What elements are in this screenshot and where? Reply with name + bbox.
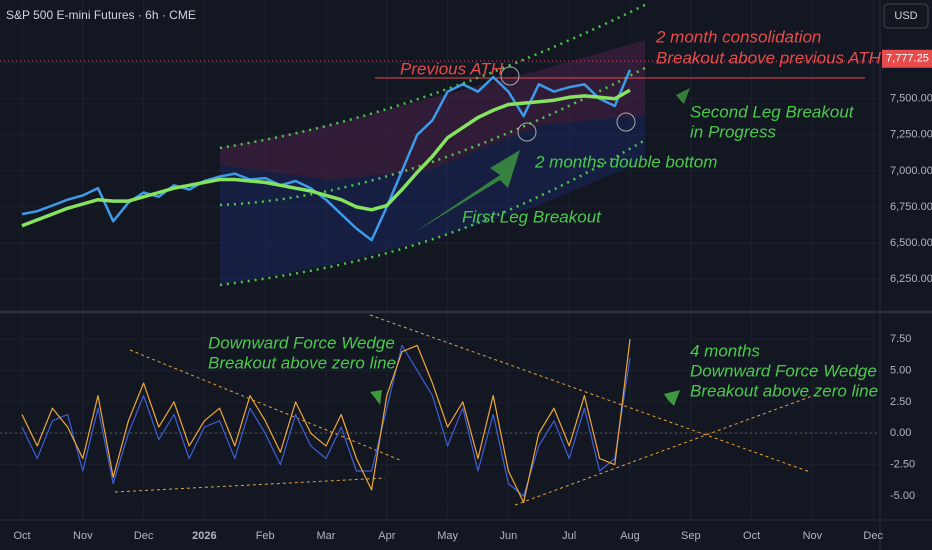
x-tick-label: Apr xyxy=(378,530,395,542)
annotation: 2 month consolidation xyxy=(655,27,821,46)
x-tick-label: Dec xyxy=(863,530,883,542)
arrow xyxy=(365,390,382,410)
x-tick-label: 2026 xyxy=(192,530,216,542)
annotation: First Leg Breakout xyxy=(462,207,602,226)
x-tick-label: Oct xyxy=(13,530,30,542)
annotation: Breakout above zero line xyxy=(690,381,878,400)
annotation: Downward Force Wedge xyxy=(208,333,395,352)
y-tick-label: 7,500.00 xyxy=(890,93,932,105)
series-line xyxy=(21,88,631,228)
y-tick-label: -2.50 xyxy=(890,459,915,471)
currency-box xyxy=(883,3,929,29)
x-tick-label: Nov xyxy=(803,530,823,542)
arrow xyxy=(415,150,520,232)
annotation: Previous ATH xyxy=(400,59,504,78)
marker xyxy=(517,122,537,142)
x-tick-label: Sep xyxy=(681,530,701,542)
y-tick-label: 5.00 xyxy=(890,364,911,376)
x-tick-label: Aug xyxy=(620,530,640,542)
last-price-label: 7,777.25 xyxy=(886,53,929,65)
arrow xyxy=(650,390,680,412)
y-tick-label: 6,250.00 xyxy=(890,273,932,285)
series-line xyxy=(21,69,632,242)
last-price-box xyxy=(882,49,932,68)
x-tick-label: Mar xyxy=(317,530,336,542)
wedge-line xyxy=(514,394,816,506)
y-tick-label: -5.00 xyxy=(890,490,915,502)
annotation: Breakout above previous ATH xyxy=(656,48,882,67)
x-tick-label: May xyxy=(437,530,458,542)
marker xyxy=(616,112,636,132)
currency: USD xyxy=(894,10,917,22)
x-tick-label: Dec xyxy=(134,530,154,542)
arrow xyxy=(655,88,690,118)
annotation: Breakout above zero line xyxy=(208,353,396,372)
cloud-fill xyxy=(220,40,645,180)
wedge-line xyxy=(129,349,401,461)
y-tick-label: 0.00 xyxy=(890,427,911,439)
annotation: Second Leg Breakout xyxy=(690,102,855,121)
x-tick-label: Jun xyxy=(500,530,518,542)
y-tick-label: 7.50 xyxy=(890,333,911,345)
y-tick-label: 2.50 xyxy=(890,396,911,408)
channel-upper xyxy=(219,3,646,150)
symbol-title: S&P 500 E-mini Futures · 6h · CME xyxy=(6,8,196,22)
y-tick-label: 7,250.00 xyxy=(890,129,932,141)
y-tick-label: 6,500.00 xyxy=(890,237,932,249)
y-tick-label: 7,000.00 xyxy=(890,165,932,177)
annotation: Downward Force Wedge xyxy=(690,361,877,380)
marks xyxy=(21,69,632,503)
x-tick-label: Jul xyxy=(562,530,576,542)
y-tick-label: 6,750.00 xyxy=(890,201,932,213)
annotation: 4 months xyxy=(690,341,760,360)
series-line xyxy=(21,339,631,503)
x-tick-label: Nov xyxy=(73,530,93,542)
x-tick-label: Oct xyxy=(743,530,760,542)
x-tick-label: Feb xyxy=(256,530,275,542)
marker xyxy=(500,66,520,86)
annotation: in Progress xyxy=(690,122,776,141)
annotation: 2 months double bottom xyxy=(534,152,717,171)
